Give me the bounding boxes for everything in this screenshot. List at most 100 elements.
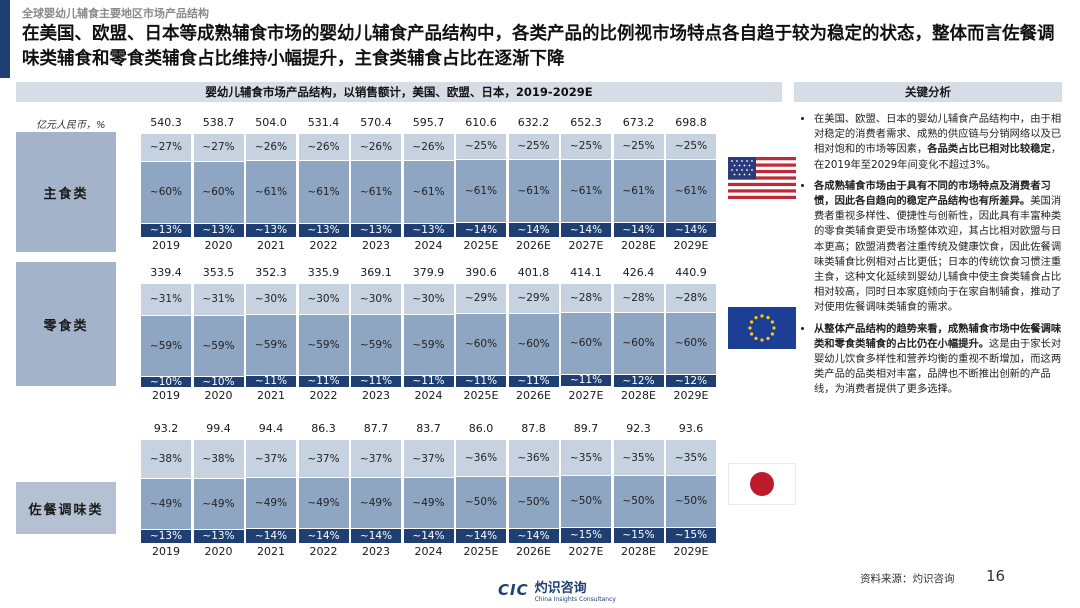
footer-logo: CIC 灼识咨询 China Insights Consultancy (498, 577, 616, 603)
bar-total-label: 504.0 (255, 116, 287, 129)
bar-segment-middle: ~60% (456, 313, 506, 375)
bar-segment-middle: ~49% (193, 479, 244, 529)
x-tick-label-2027e: 2027E (568, 545, 604, 558)
bar-total-label: 538.7 (202, 116, 235, 129)
bar-segment-middle: ~61% (298, 160, 349, 223)
bar-segment-middle: ~61% (351, 160, 401, 223)
bar-segment-middle: ~61% (456, 159, 506, 222)
stacked-bar: ~26% ~61% ~13% (351, 134, 401, 237)
stacked-bar: ~38% ~49% ~13% (193, 440, 244, 543)
bar-total-label: 83.7 (416, 422, 441, 435)
x-tick-label-2024: 2024 (414, 239, 443, 252)
x-tick-label-2029e: 2029E (673, 239, 709, 252)
page-number: 16 (986, 567, 1006, 585)
bar-segment-middle: ~49% (351, 478, 401, 528)
x-tick-label-2027e: 2027E (568, 389, 604, 402)
bar-total-label: 390.6 (465, 266, 497, 279)
x-tick-label-2024: 2024 (414, 545, 443, 558)
bar-segment-bottom: ~14% (456, 528, 506, 543)
bar-total-label: 369.1 (360, 266, 392, 279)
bar-segment-bottom: ~15% (613, 527, 664, 543)
bar-segment-middle: ~59% (193, 315, 244, 376)
finding-1: 在美国、欧盟、日本的婴幼儿辅食产品结构中，由于相对稳定的消费者需求、成熟的供应链… (814, 112, 1062, 173)
eu-star-icon (770, 332, 774, 336)
stacked-bar: ~35% ~50% ~15% (561, 440, 611, 543)
bar-segment-top: ~35% (561, 440, 611, 476)
bar-total-label: 92.3 (626, 422, 651, 435)
finding-1-text: 在美国、欧盟、日本的婴幼儿辅食产品结构中，由于相对稳定的消费者需求、成熟的供应链… (814, 113, 1062, 156)
bar-total-label: 353.5 (202, 266, 235, 279)
eu-star-icon (760, 314, 764, 318)
x-tick-label-2025e: 2025E (463, 389, 499, 402)
x-tick-label-2020: 2020 (204, 239, 233, 252)
bar-segment-top: ~25% (613, 134, 664, 159)
bar-segment-bottom: ~14% (403, 528, 454, 543)
eu-star-icon (748, 326, 752, 330)
bar-total-label: 352.3 (255, 266, 287, 279)
stacked-bar: ~31% ~59% ~10% (141, 284, 191, 388)
bar-total-label: 86.0 (468, 422, 494, 435)
chart-title: 婴幼儿辅食市场产品结构，以销售额计，美国、欧盟、日本，2019-2029E (16, 82, 782, 102)
eu-star-icon (750, 332, 754, 336)
eu-star-icon (766, 316, 770, 320)
bar-total-label: 540.3 (150, 116, 182, 129)
bar-segment-bottom: ~13% (193, 223, 244, 237)
bar-segment-bottom: ~13% (246, 223, 296, 237)
bar-segment-bottom: ~10% (141, 376, 191, 388)
bar-segment-middle: ~61% (246, 160, 296, 223)
stacked-bar: ~31% ~59% ~10% (193, 284, 244, 388)
x-tick-label-2028e: 2028E (621, 389, 656, 402)
bar-segment-bottom: ~13% (403, 223, 454, 237)
bar-segment-middle: ~50% (508, 477, 559, 528)
bar-total-label: 379.9 (412, 266, 445, 279)
chart-unit: 亿元人民币，% (36, 120, 106, 131)
bar-total-label: 339.4 (150, 266, 182, 279)
finding-3-highlight: 从整体产品结构的趋势来看，成熟辅食市场中佐餐调味类和零食类辅食的占比仍在小幅提升… (814, 322, 1062, 350)
bar-segment-top: ~25% (456, 134, 506, 159)
bar-segment-bottom: ~14% (246, 528, 296, 543)
logo-en: China Insights Consultancy (534, 596, 616, 603)
x-tick-label-2026e: 2026E (516, 545, 551, 558)
stacked-bar: ~38% ~49% ~13% (141, 440, 191, 543)
bar-segment-top: ~26% (246, 134, 296, 160)
bar-segment-top: ~38% (141, 440, 191, 479)
bar-total-label: 94.4 (258, 422, 284, 435)
page-title: 在美国、欧盟、日本等成熟辅食市场的婴幼儿辅食产品结构中，各类产品的比例视市场特点… (22, 24, 1055, 69)
eu-star-icon (750, 320, 754, 324)
japan-flag-icon (728, 463, 796, 505)
finding-1-tail: ，在2019年至2029年间变化不超过3%。 (814, 143, 1062, 171)
bar-total-label: 570.4 (360, 116, 392, 129)
bar-segment-middle: ~60% (613, 312, 664, 374)
bar-segment-middle: ~61% (561, 159, 611, 222)
bar-segment-top: ~26% (298, 134, 349, 160)
bar-total-label: 99.4 (206, 422, 231, 435)
bar-segment-middle: ~49% (141, 479, 191, 529)
bar-segment-top: ~28% (666, 284, 716, 312)
bar-segment-bottom: ~15% (666, 527, 716, 543)
bar-segment-middle: ~50% (561, 476, 611, 527)
bar-total-label: 610.6 (465, 116, 497, 129)
bar-segment-top: ~37% (298, 440, 349, 478)
bar-total-label: 93.6 (678, 422, 704, 435)
bar-segment-middle: ~50% (613, 476, 664, 527)
bar-segment-middle: ~60% (666, 312, 716, 374)
bar-segment-bottom: ~13% (141, 223, 191, 237)
bar-segment-bottom: ~14% (351, 528, 401, 543)
stacked-bar: ~37% ~49% ~14% (403, 440, 454, 543)
x-tick-label-2019: 2019 (152, 239, 180, 252)
x-tick-label-2020: 2020 (204, 545, 233, 558)
stacked-bar: ~25% ~61% ~14% (613, 134, 664, 237)
bar-segment-top: ~25% (666, 134, 716, 159)
bar-segment-bottom: ~11% (246, 375, 296, 387)
bar-total-label: 595.7 (412, 116, 445, 129)
bar-total-label: 401.8 (517, 266, 550, 279)
bar-segment-bottom: ~11% (298, 375, 349, 387)
bar-segment-middle: ~60% (141, 161, 191, 223)
bar-segment-top: ~31% (141, 284, 191, 315)
accent-bar (0, 0, 10, 78)
eu-star-icon (766, 336, 770, 340)
bar-segment-middle: ~60% (561, 312, 611, 374)
bar-segment-top: ~30% (246, 284, 296, 314)
x-tick-label-2021: 2021 (257, 389, 285, 402)
x-tick-label-2022: 2022 (309, 545, 338, 558)
